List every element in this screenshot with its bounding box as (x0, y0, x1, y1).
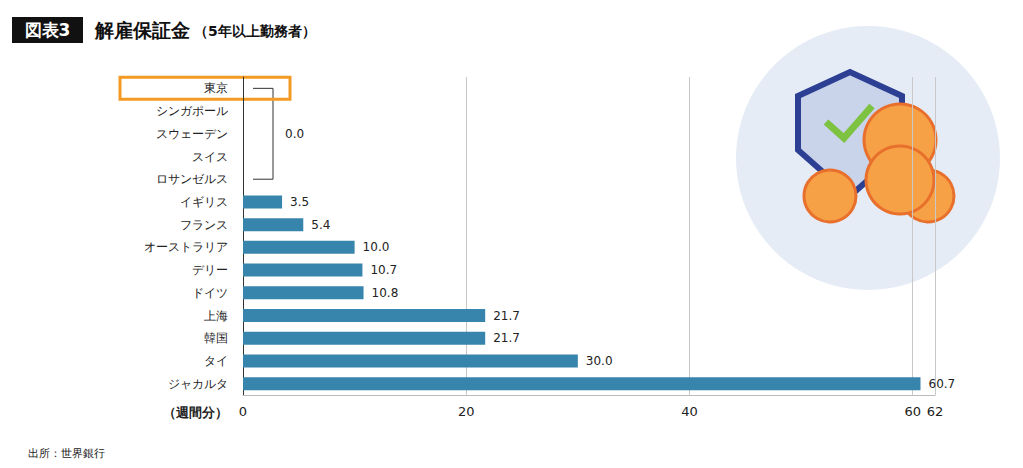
svg-text:シンガポール: シンガポール (156, 104, 228, 118)
svg-text:出所：世界銀行: 出所：世界銀行 (28, 447, 105, 460)
svg-text:（週間分）: （週間分） (163, 405, 228, 420)
svg-text:東京: 東京 (204, 81, 228, 95)
svg-text:タイ: タイ (204, 354, 228, 368)
svg-text:ロサンゼルス: ロサンゼルス (156, 172, 228, 186)
svg-text:オーストラリア: オーストラリア (144, 240, 228, 254)
svg-text:20: 20 (458, 404, 475, 419)
svg-text:3.5: 3.5 (290, 195, 309, 209)
svg-text:30.0: 30.0 (586, 354, 613, 368)
svg-text:10.7: 10.7 (370, 263, 397, 277)
svg-text:韓国: 韓国 (204, 331, 228, 345)
svg-text:ドイツ: ドイツ (192, 286, 228, 300)
svg-text:スイス: スイス (192, 150, 228, 164)
svg-text:解雇保証金: 解雇保証金 (94, 19, 190, 41)
svg-text:21.7: 21.7 (493, 309, 520, 323)
svg-text:デリー: デリー (192, 263, 228, 277)
svg-text:60.7: 60.7 (928, 377, 955, 391)
svg-text:スウェーデン: スウェーデン (156, 127, 228, 141)
svg-text:0.0: 0.0 (285, 127, 304, 141)
svg-text:21.7: 21.7 (493, 331, 520, 345)
svg-text:40: 40 (681, 404, 698, 419)
svg-text:5.4: 5.4 (311, 218, 330, 232)
svg-text:イギリス: イギリス (180, 195, 228, 209)
svg-text:上海: 上海 (204, 309, 228, 323)
svg-text:フランス: フランス (180, 218, 228, 232)
svg-text:図表3: 図表3 (25, 20, 71, 40)
svg-text:（5年以上勤務者）: （5年以上勤務者） (194, 23, 316, 39)
svg-text:62: 62 (927, 404, 944, 419)
svg-text:60: 60 (904, 404, 921, 419)
svg-text:10.8: 10.8 (372, 286, 399, 300)
svg-text:ジャカルタ: ジャカルタ (168, 377, 228, 391)
svg-text:10.0: 10.0 (363, 240, 390, 254)
svg-text:0: 0 (239, 404, 247, 419)
